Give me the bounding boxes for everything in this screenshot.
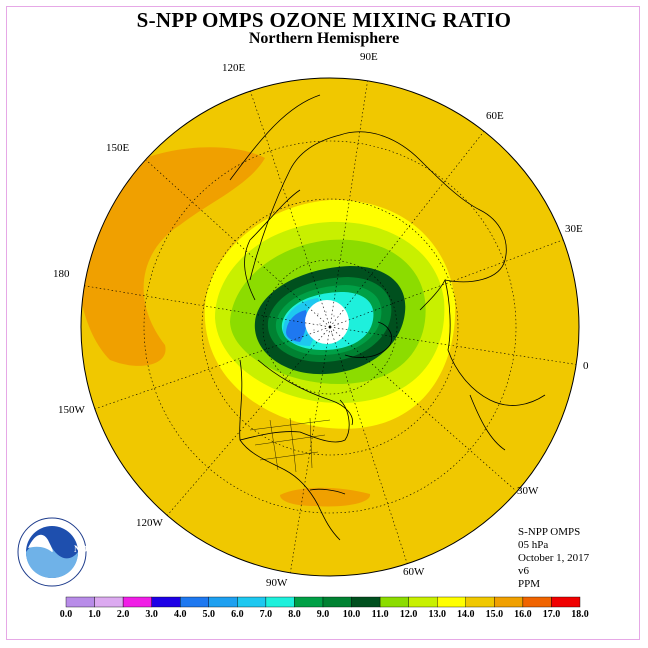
meridian-label-120w: 120W: [136, 517, 163, 529]
noaa-logo-text: NOAA: [74, 544, 101, 554]
legend-tick-label: 18.0: [571, 609, 589, 620]
legend-swatch: [322, 596, 352, 608]
state-borders: [249, 417, 331, 473]
meridian-label-90w: 90W: [266, 577, 288, 589]
legend-swatch: [208, 596, 238, 608]
legend-swatch: [522, 596, 552, 608]
map-border: [80, 77, 580, 577]
legend-swatch: [494, 596, 524, 608]
legend-swatch: [551, 596, 581, 608]
legend-tick-label: 14.0: [457, 609, 475, 620]
info-level: 05 hPa: [518, 539, 549, 551]
legend-tick-label: 7.0: [259, 609, 273, 620]
legend-tick-label: 11.0: [371, 609, 389, 620]
info-units: PPM: [518, 578, 541, 590]
meridian-label-30e: 30E: [565, 223, 583, 235]
meridian-label-150e: 150E: [106, 142, 130, 154]
legend-swatch: [437, 596, 466, 608]
legend-swatch: [465, 596, 495, 608]
legend-swatch: [237, 596, 267, 608]
figure-frame: [6, 6, 640, 640]
legend-swatch: [379, 596, 409, 608]
legend-swatch: [265, 596, 295, 608]
legend-tick-label: 1.0: [88, 609, 101, 620]
info-instrument: S-NPP OMPS: [518, 526, 581, 538]
map-subtitle: Northern Hemisphere: [248, 30, 400, 47]
legend-swatch: [65, 596, 95, 608]
info-date: October 1, 2017: [518, 552, 590, 564]
legend-tick-label: 6.0: [231, 609, 244, 620]
legend-tick-label: 9.0: [316, 609, 330, 620]
legend-tick-label: 16.0: [514, 609, 532, 620]
legend-tick-label: 4.0: [173, 609, 187, 620]
meridian-label-90e: 90E: [360, 51, 378, 63]
graticule: [81, 78, 579, 576]
meridian-label-30w: 30W: [517, 485, 539, 497]
legend-tick-label: 8.0: [288, 609, 301, 620]
legend-swatch: [294, 596, 324, 608]
ozone-band-14: [81, 147, 265, 366]
polar-night-core: [305, 300, 349, 344]
legend-tick-label: 2.0: [116, 609, 130, 620]
meridian-label-150w: 150W: [58, 404, 85, 416]
legend-swatch: [94, 596, 124, 608]
color-legend: [65, 596, 581, 608]
legend-tick-label: 0.0: [59, 609, 73, 620]
info-version: v6: [518, 565, 529, 577]
legend-tick-label: 5.0: [202, 609, 216, 620]
map-title: S-NPP OMPS OZONE MIXING RATIO: [136, 8, 512, 32]
legend-tick-label: 15.0: [485, 609, 504, 620]
legend-swatch: [408, 596, 438, 608]
noaa-logo: [17, 517, 87, 587]
legend-swatch: [180, 596, 209, 608]
meridian-label-120e: 120E: [222, 62, 246, 74]
ozone-band-14-caribbean: [280, 487, 371, 507]
legend-tick-label: 3.0: [145, 609, 158, 620]
legend-tick-label: 10.0: [342, 609, 361, 620]
legend-tick-label: 17.0: [542, 609, 561, 620]
meridian-label-0: 0: [583, 360, 589, 372]
legend-swatch: [351, 596, 381, 608]
coastlines: [229, 94, 546, 541]
ozone-band-5: [286, 310, 308, 342]
legend-swatch: [151, 596, 181, 608]
legend-tick-label: 13.0: [428, 609, 446, 620]
meridian-label-60e: 60E: [486, 110, 504, 122]
product-info: S-NPP OMPS 05 hPa October 1, 2017 v6 PPM: [518, 526, 589, 591]
meridian-label-180: 180: [53, 268, 70, 280]
legend-tick-label: 12.0: [399, 609, 418, 620]
meridian-label-60w: 60W: [403, 566, 425, 578]
legend-swatch: [122, 596, 152, 608]
